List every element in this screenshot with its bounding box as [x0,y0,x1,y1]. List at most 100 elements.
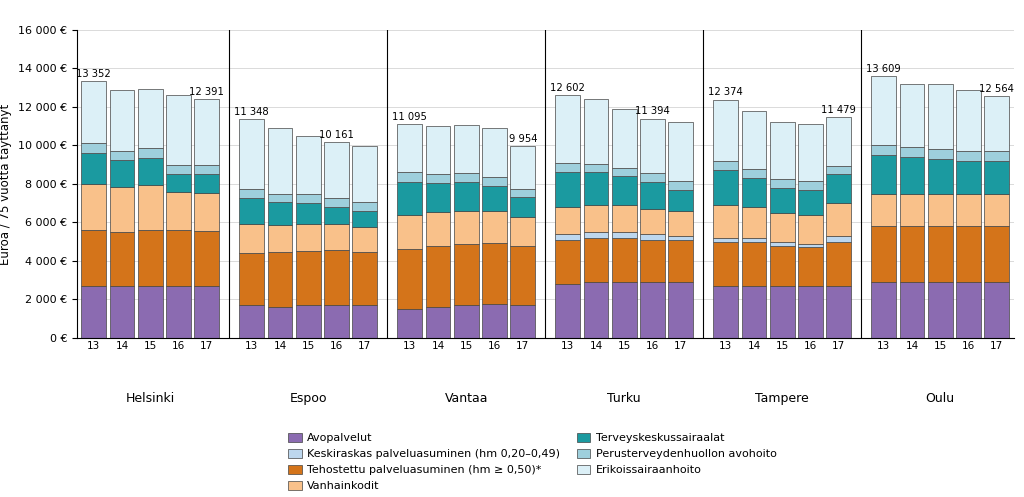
Bar [482,211,507,243]
Bar [454,182,478,211]
Bar [871,226,896,282]
Bar [871,193,896,226]
Bar [510,189,536,197]
Bar [714,100,738,161]
Bar [741,169,767,178]
Bar [352,211,377,227]
Bar [640,182,665,209]
Bar [166,174,190,192]
Bar [900,226,925,282]
Bar [397,249,422,309]
Bar [555,207,581,234]
Bar [956,282,981,338]
Text: 9 954: 9 954 [509,134,537,144]
Bar [984,282,1010,338]
Bar [397,215,422,249]
Bar [826,117,851,166]
Bar [669,282,693,338]
Text: 12 602: 12 602 [550,83,585,93]
Bar [826,203,851,236]
Bar [770,246,795,286]
Text: 11 095: 11 095 [392,112,427,122]
Bar [240,224,264,253]
Bar [900,83,925,147]
Bar [928,149,952,159]
Bar [482,128,507,177]
Bar [770,242,795,246]
Bar [81,153,106,184]
Bar [482,177,507,186]
Bar [240,198,264,224]
Bar [669,236,693,240]
Bar [612,109,637,167]
Bar [770,286,795,338]
Text: 11 348: 11 348 [234,107,269,117]
Bar [714,161,738,170]
Bar [510,305,536,338]
Bar [984,161,1010,193]
Bar [240,119,264,189]
Text: Espoo: Espoo [290,392,327,405]
Bar [426,246,451,307]
Text: Oulu: Oulu [926,392,954,405]
Bar [195,165,219,174]
Bar [352,202,377,211]
Bar [640,240,665,282]
Bar [669,240,693,282]
Bar [482,243,507,304]
Bar [240,189,264,198]
Y-axis label: Euroa / 75 vuotta täyttänyt: Euroa / 75 vuotta täyttänyt [0,103,12,264]
Text: 12 374: 12 374 [709,87,743,97]
Bar [296,251,321,305]
Bar [510,246,536,305]
Bar [669,211,693,236]
Bar [267,252,293,307]
Text: 12 564: 12 564 [979,83,1014,93]
Bar [798,190,823,215]
Bar [770,213,795,242]
Bar [956,193,981,226]
Bar [798,124,823,181]
Bar [296,305,321,338]
Bar [798,248,823,286]
Bar [612,176,637,205]
Bar [826,286,851,338]
Bar [81,81,106,144]
Bar [482,304,507,338]
Bar [454,211,478,244]
Bar [138,158,163,185]
Bar [454,244,478,305]
Bar [900,282,925,338]
Bar [166,230,190,286]
Bar [584,232,608,238]
Bar [454,125,478,173]
Bar [871,282,896,338]
Bar [166,286,190,338]
Bar [138,88,163,148]
Bar [928,193,952,226]
Bar [195,231,219,286]
Bar [741,207,767,238]
Bar [826,174,851,203]
Bar [296,203,321,224]
Bar [110,160,134,187]
Bar [454,173,478,182]
Bar [510,146,536,189]
Bar [640,173,665,182]
Bar [166,95,190,165]
Bar [138,185,163,230]
Bar [900,157,925,193]
Bar [741,178,767,207]
Bar [454,305,478,338]
Bar [798,181,823,190]
Bar [770,188,795,213]
Text: 13 609: 13 609 [866,64,901,74]
Bar [584,164,608,172]
Bar [110,89,134,151]
Bar [798,244,823,248]
Bar [296,194,321,203]
Bar [714,205,738,238]
Bar [352,252,377,305]
Bar [612,282,637,338]
Bar [426,307,451,338]
